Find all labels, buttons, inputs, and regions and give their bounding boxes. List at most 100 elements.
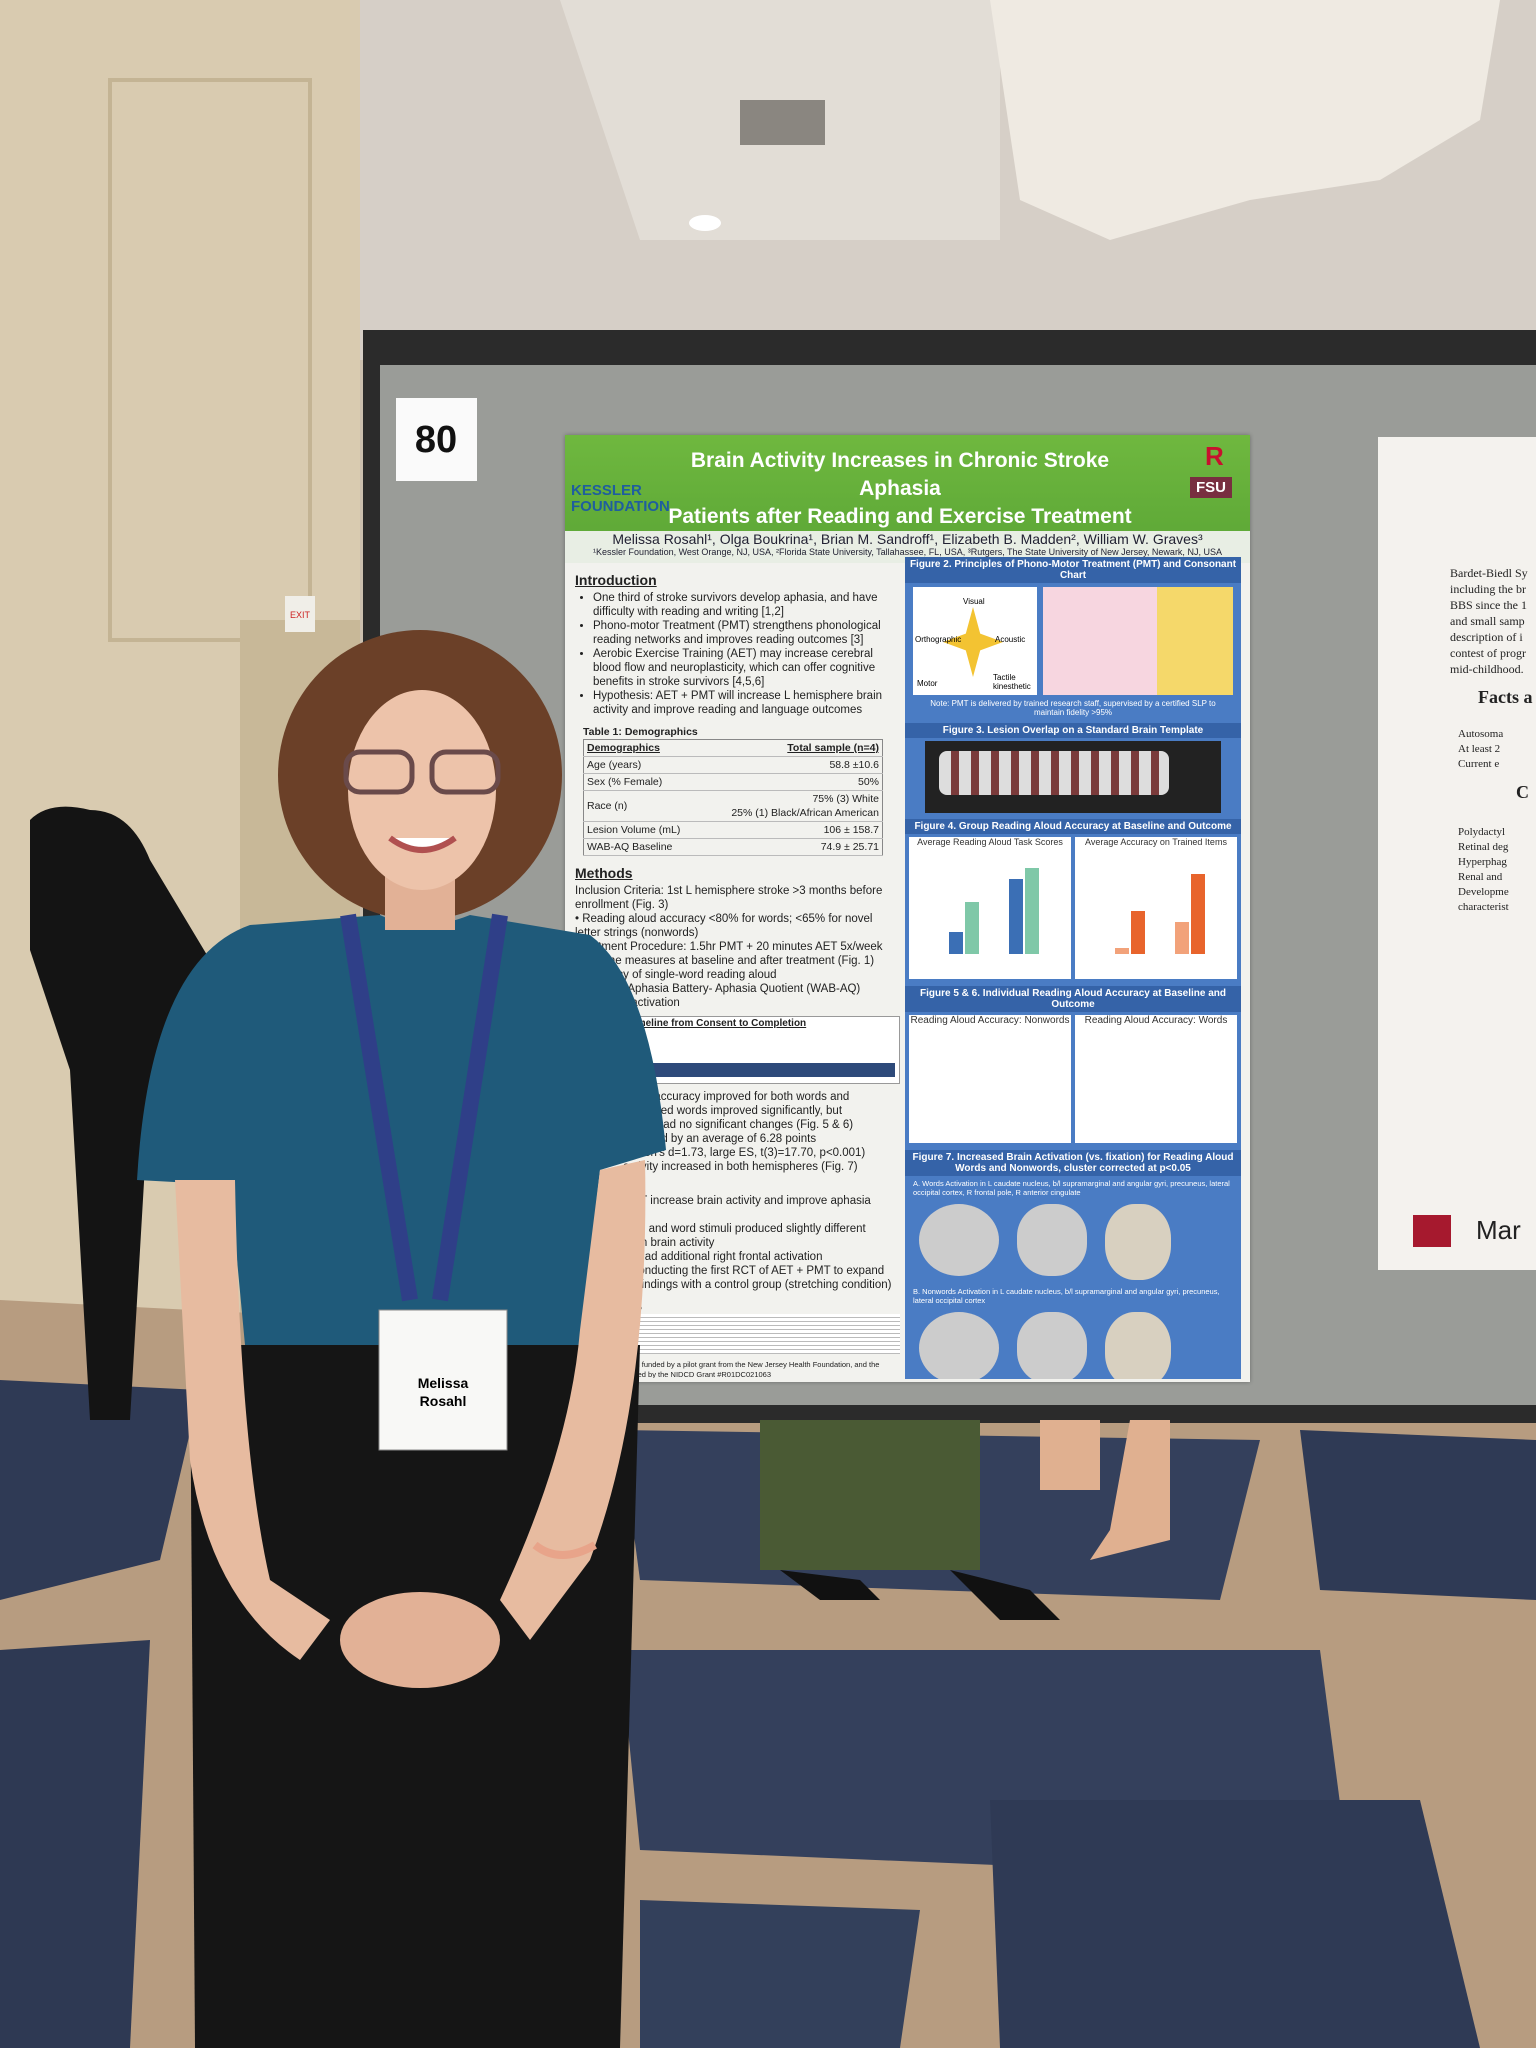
table-row: Sex (% Female) 50% <box>583 773 883 791</box>
brain-image <box>1017 1312 1087 1379</box>
ceiling-light <box>689 215 721 231</box>
title-line: Patients after Reading and Exercise Trea… <box>668 505 1132 528</box>
table-cell: Sex (% Female) <box>583 773 702 791</box>
decor-bar <box>949 932 963 954</box>
chart-panel: Reading Aloud Accuracy: Words <box>1075 1015 1237 1143</box>
figure-title: Figure 3. Lesion Overlap on a Standard B… <box>905 723 1241 738</box>
timeline-bar <box>616 1063 895 1077</box>
table-row: Lesion Volume (mL) 106 ± 158.7 <box>583 821 883 839</box>
side-line: mid-childhood. <box>1450 662 1524 676</box>
side-bullet: Developme <box>1458 886 1509 898</box>
table-header: Demographics Total sample (n=4) <box>583 739 883 757</box>
wall-molding <box>108 78 312 642</box>
side-bullet: Renal and <box>1458 871 1503 883</box>
chandelier <box>990 0 1500 240</box>
methods-line: • Western Aphasia Battery- Aphasia Quoti… <box>575 983 861 995</box>
intro-bullet: Aerobic Exercise Training (AET) may incr… <box>593 647 900 689</box>
conclusion-line: ords and word stimuli produced slightly … <box>623 1223 866 1235</box>
figure-title: Figure 4. Group Reading Aloud Accuracy a… <box>905 819 1241 834</box>
exit-text: EXIT <box>290 610 311 620</box>
badge-r: R <box>1205 441 1224 471</box>
methods-line: • Accuracy of single-word reading aloud <box>575 969 777 981</box>
figure-caption: A. Words Activation in L caudate nucleus… <box>913 1179 1230 1197</box>
badge-fsu: FSU <box>1190 477 1232 498</box>
side-logo <box>1413 1215 1451 1247</box>
table-cell: Race (n) <box>583 790 702 822</box>
table-cell: 50% <box>701 773 883 791</box>
brain-image <box>919 1204 999 1276</box>
conclusion-line: ds had additional right frontal activati… <box>623 1251 823 1263</box>
decor-bar <box>1175 922 1189 954</box>
logo: KESSLER FOUNDATION <box>571 482 670 515</box>
authors-box: Melissa Rosahl¹, Olga Boukrina¹, Brian M… <box>565 531 1250 563</box>
authors: Melissa Rosahl¹, Olga Boukrina¹, Brian M… <box>612 531 1203 547</box>
carpet-pattern <box>1300 1430 1536 1600</box>
table-cell: 58.8 ±10.6 <box>701 756 883 774</box>
results-line: activity increased in both hemispheres (… <box>623 1161 858 1173</box>
figure-2: Visual Orthographic Acoustic Motor Tacti… <box>905 583 1241 699</box>
table-row: Age (years) 58.8 ±10.6 <box>583 756 883 774</box>
funding-text: been funded by a pilot grant from the Ne… <box>575 1360 900 1378</box>
side-line: and small samp <box>1450 614 1525 628</box>
table-cell: WAB-AQ Baseline <box>583 838 702 856</box>
intro-list: One third of stroke survivors develop ap… <box>575 591 900 717</box>
side-bullet: Hyperphag <box>1458 856 1507 868</box>
timeline-box: e 1. Study Timeline from Consent to Comp… <box>575 1016 900 1084</box>
side-bullet: Autosoma <box>1458 728 1504 740</box>
side-bullet: At least 2 <box>1458 743 1501 755</box>
results-line: s. Trained words improved significantly,… <box>623 1105 843 1117</box>
table-cell: 75% (3) White 25% (1) Black/African Ameri… <box>701 790 883 822</box>
carpet-pattern <box>640 1900 920 2048</box>
brain-row <box>905 1308 1241 1379</box>
decor-bar <box>1191 874 1205 954</box>
methods-text: Inclusion Criteria: 1st L hemisphere str… <box>575 884 900 1010</box>
table-cell: Lesion Volume (mL) <box>583 821 702 839</box>
conclusion-text: sion PMT increase brain activity and impr… <box>575 1180 900 1292</box>
decor-bar <box>1115 948 1129 954</box>
carpet-pattern <box>0 1380 200 1600</box>
conclusion-line: e conducting the first RCT of AET + PMT … <box>623 1265 885 1277</box>
side-line: Bardet-Biedl Sy <box>1450 566 1528 580</box>
conclusion-line: se findings with a control group (stretc… <box>623 1279 892 1291</box>
affiliations: ¹Kessler Foundation, West Orange, NJ, US… <box>593 547 1222 557</box>
intro-bullet: One third of stroke survivors develop ap… <box>593 591 900 619</box>
table-row: WAB-AQ Baseline 74.9 ± 25.71 <box>583 838 883 856</box>
section-heading: Introduction <box>575 572 657 588</box>
side-list: Autosoma At least 2 Current e <box>1458 727 1503 772</box>
legs-behind-board <box>760 1420 980 1570</box>
header-cell: Total sample (n=4) <box>701 739 883 757</box>
legs-behind-board <box>1040 1420 1170 1560</box>
table-row: Race (n) 75% (3) White 25% (1) Black/Afric… <box>583 790 883 822</box>
methods-line: Outcome measures at baseline and after t… <box>575 955 875 967</box>
table-cell: 74.9 ± 25.71 <box>701 838 883 856</box>
poster-header: KESSLER FOUNDATION Brain Activity Increa… <box>565 435 1250 563</box>
booth-card <box>396 398 477 481</box>
side-heading: C <box>1516 782 1529 802</box>
side-line: description of i <box>1450 630 1523 644</box>
brain-image <box>1017 1204 1087 1276</box>
panel-title: Reading Aloud Accuracy: Words <box>1084 1015 1228 1026</box>
results-line: Cohen's d=1.73, large ES, t(3)=17.70, p<… <box>623 1147 866 1159</box>
pmt-label: Tactile kinesthetic <box>993 673 1031 691</box>
side-footer: Mar <box>1476 1215 1521 1245</box>
brain-row <box>905 1200 1241 1284</box>
side-line: BBS since the 1 <box>1450 598 1527 612</box>
doorway <box>240 620 360 1320</box>
vent <box>740 100 825 145</box>
side-heading: Facts a <box>1478 687 1533 707</box>
figure-5-6: Reading Aloud Accuracy: Nonwords Reading… <box>905 1012 1241 1146</box>
side-list: Polydactyl Retinal deg Hyperphag Renal and D… <box>1458 825 1509 915</box>
table-caption: Table 1: Demographics <box>583 726 698 738</box>
results-text: aloud accuracy improved for both words a… <box>575 1090 900 1174</box>
side-bullet: characterist <box>1458 901 1509 913</box>
conclusion-line: sion <box>623 1181 645 1193</box>
side-line: including the br <box>1450 582 1526 596</box>
figure-note: Note: PMT is delivered by trained resear… <box>930 699 1216 717</box>
decor-bar <box>1131 911 1145 954</box>
conclusion-line: mes <box>623 1209 645 1221</box>
chart-panel: Average Reading Aloud Task Scores <box>909 837 1071 979</box>
conclusion-line: es in brain activity <box>623 1237 715 1249</box>
brain-image <box>1105 1204 1171 1280</box>
exit-sign <box>285 596 315 632</box>
sandals <box>780 1570 1060 1620</box>
